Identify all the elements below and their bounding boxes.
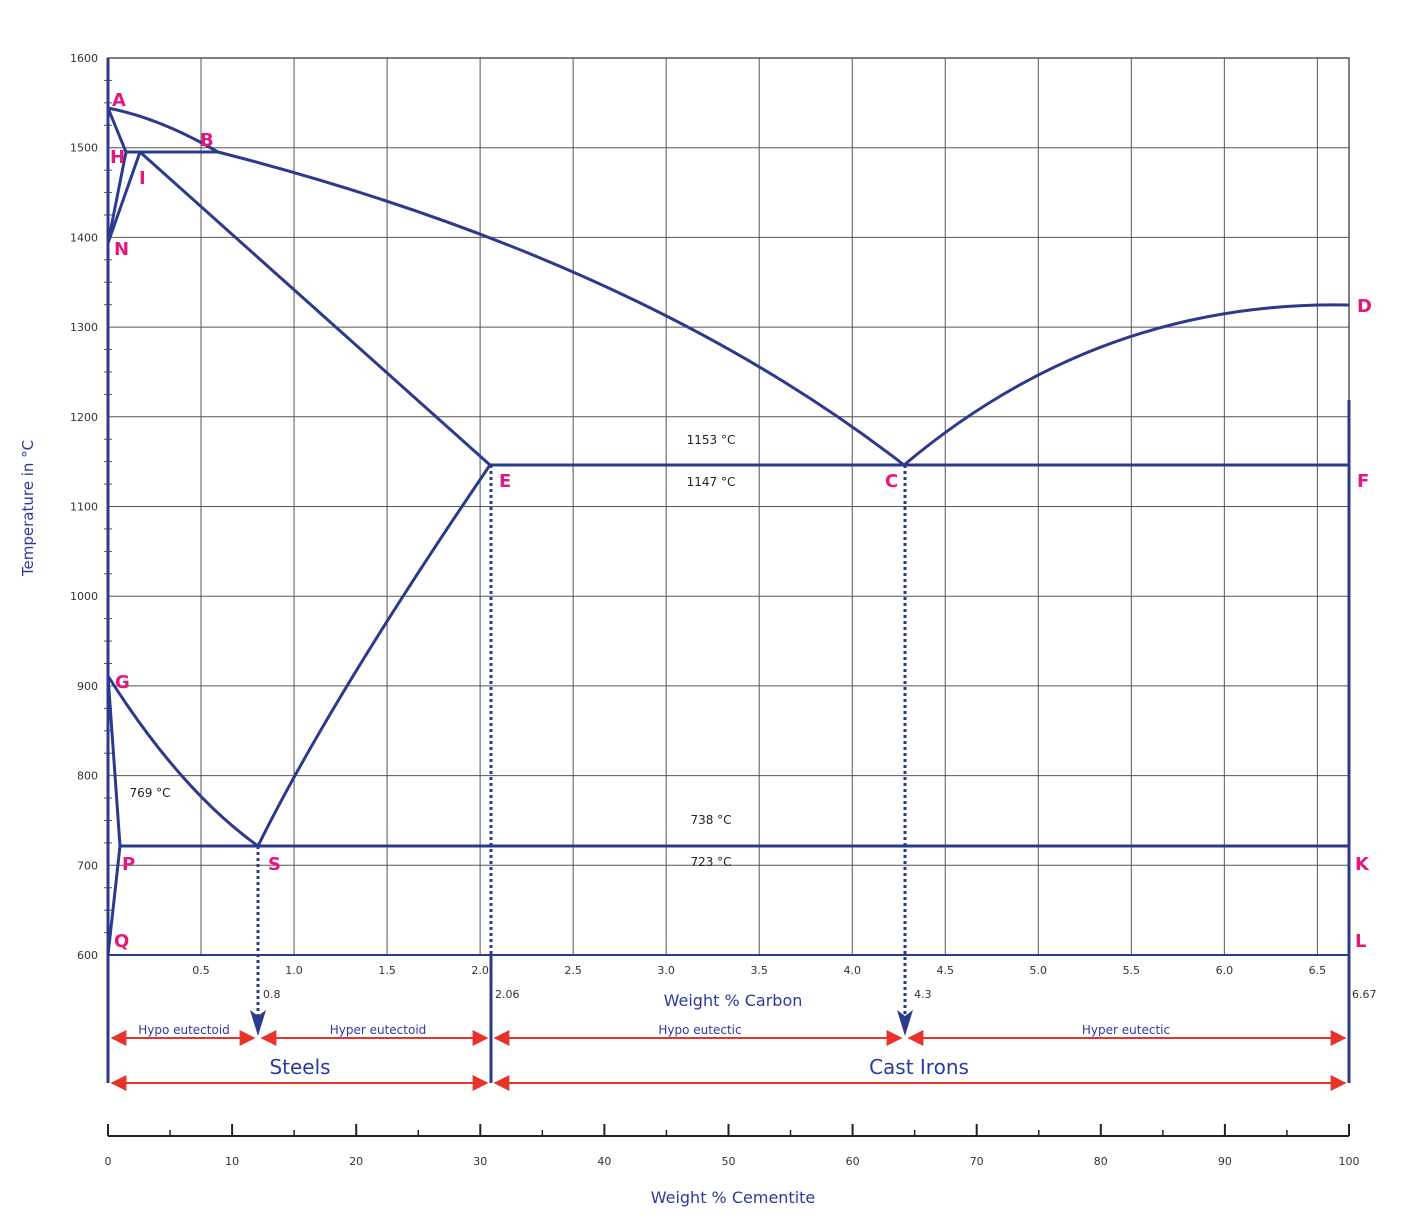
x-axis-title: Weight % Carbon bbox=[664, 991, 803, 1010]
point-label-B: B bbox=[200, 130, 214, 151]
line-N-I bbox=[106, 151, 142, 244]
y-axis-ticks: 600 700 800 900 1000 1100 1200 1300 1400 1500 1600 bbox=[70, 52, 112, 962]
cementite-tick-label: 90 bbox=[1218, 1155, 1232, 1168]
x-tick-label: 6.0 bbox=[1216, 964, 1234, 977]
y-tick-label: 1400 bbox=[70, 231, 98, 244]
point-label-A: A bbox=[112, 90, 126, 111]
temp-label-738: 738 °C bbox=[690, 813, 731, 827]
label-hyper-eutectic: Hyper eutectic bbox=[1082, 1023, 1170, 1037]
x-tick-label: 4.0 bbox=[843, 964, 861, 977]
composition-drop-lines bbox=[256, 465, 907, 1020]
point-label-G: G bbox=[115, 672, 130, 693]
x-tick-label: 1.5 bbox=[378, 964, 396, 977]
cementite-tick-label: 0 bbox=[105, 1155, 112, 1168]
y-tick-label: 800 bbox=[77, 770, 98, 783]
liquidus-B-C bbox=[217, 150, 905, 467]
line-P-Q bbox=[106, 845, 122, 956]
temp-label-723: 723 °C bbox=[690, 855, 731, 869]
point-label-N: N bbox=[114, 239, 129, 260]
cementite-tick-label: 80 bbox=[1094, 1155, 1108, 1168]
cementite-tick-label: 60 bbox=[846, 1155, 860, 1168]
x-tick-label: 5.0 bbox=[1030, 964, 1048, 977]
y-tick-label: 1000 bbox=[70, 590, 98, 603]
point-label-Q: Q bbox=[114, 931, 129, 952]
cementite-tick-label: 40 bbox=[597, 1155, 611, 1168]
cementite-axis-title: Weight % Cementite bbox=[651, 1188, 816, 1207]
value-0-8: 0.8 bbox=[263, 988, 281, 1001]
y-tick-label: 1100 bbox=[70, 501, 98, 514]
point-label-P: P bbox=[122, 854, 135, 875]
y-tick-label: 1200 bbox=[70, 411, 98, 424]
arrowhead-S bbox=[250, 1010, 266, 1036]
point-label-H: H bbox=[110, 147, 125, 168]
point-label-C: C bbox=[885, 471, 898, 492]
label-hypo-eutectic: Hypo eutectic bbox=[658, 1023, 741, 1037]
label-hyper-eutectoid: Hyper eutectoid bbox=[330, 1023, 427, 1037]
cementite-tick-label: 50 bbox=[722, 1155, 736, 1168]
value-4-3: 4.3 bbox=[914, 988, 932, 1001]
a3-line-G-S bbox=[106, 675, 259, 848]
liquidus-A-B bbox=[107, 106, 219, 154]
label-cast-irons: Cast Irons bbox=[869, 1055, 969, 1079]
temp-label-769: 769 °C bbox=[129, 786, 170, 800]
range-arrows bbox=[110, 1030, 1347, 1091]
y-tick-label: 900 bbox=[77, 680, 98, 693]
point-label-D: D bbox=[1357, 296, 1372, 317]
cementite-tick-label: 20 bbox=[349, 1155, 363, 1168]
point-label-F: F bbox=[1357, 471, 1369, 492]
x-tick-label: 6.5 bbox=[1309, 964, 1327, 977]
cementite-tick-label: 70 bbox=[970, 1155, 984, 1168]
cementite-tick-label: 10 bbox=[225, 1155, 239, 1168]
x-tick-label: 3.0 bbox=[657, 964, 675, 977]
y-axis-title: Temperature in °C bbox=[19, 440, 37, 577]
acm-line-E-S bbox=[256, 464, 492, 847]
phase-boundaries bbox=[106, 58, 1351, 1083]
value-2-06: 2.06 bbox=[495, 988, 520, 1001]
label-steels: Steels bbox=[269, 1055, 330, 1079]
line-G-P bbox=[106, 675, 122, 847]
y-tick-label: 700 bbox=[77, 859, 98, 872]
liquidus-C-D bbox=[903, 303, 1350, 467]
line-H-N bbox=[106, 151, 128, 244]
cementite-tick-label: 30 bbox=[473, 1155, 487, 1168]
cementite-axis: 0 10 20 30 40 50 60 70 80 90 100 bbox=[105, 1124, 1360, 1168]
point-label-L: L bbox=[1355, 931, 1366, 952]
arrowhead-C bbox=[897, 1010, 913, 1036]
x-tick-label: 3.5 bbox=[750, 964, 768, 977]
temp-label-1153: 1153 °C bbox=[687, 433, 736, 447]
point-label-I: I bbox=[139, 168, 146, 189]
cementite-tick-label: 100 bbox=[1339, 1155, 1360, 1168]
y-tick-label: 1500 bbox=[70, 142, 98, 155]
point-label-K: K bbox=[1355, 854, 1370, 875]
point-label-S: S bbox=[268, 854, 281, 875]
x-tick-label: 0.5 bbox=[192, 964, 210, 977]
x-tick-label: 4.5 bbox=[937, 964, 955, 977]
x-tick-label: 2.5 bbox=[564, 964, 582, 977]
y-tick-label: 1300 bbox=[70, 321, 98, 334]
value-6-67: 6.67 bbox=[1352, 988, 1377, 1001]
y-tick-label: 1600 bbox=[70, 52, 98, 65]
x-tick-label: 2.0 bbox=[471, 964, 489, 977]
solidus-I-E bbox=[139, 150, 491, 467]
line-A-H bbox=[106, 107, 128, 153]
point-label-E: E bbox=[499, 471, 511, 492]
temp-label-1147: 1147 °C bbox=[687, 475, 736, 489]
label-hypo-eutectoid: Hypo eutectoid bbox=[138, 1023, 230, 1037]
x-axis-ticks: 0.5 1.0 1.5 2.0 2.5 3.0 3.5 4.0 4.5 5.0 5.5 6.0 6.5 bbox=[192, 964, 1326, 977]
x-tick-label: 5.5 bbox=[1123, 964, 1141, 977]
y-tick-label: 600 bbox=[77, 949, 98, 962]
x-tick-label: 1.0 bbox=[285, 964, 303, 977]
